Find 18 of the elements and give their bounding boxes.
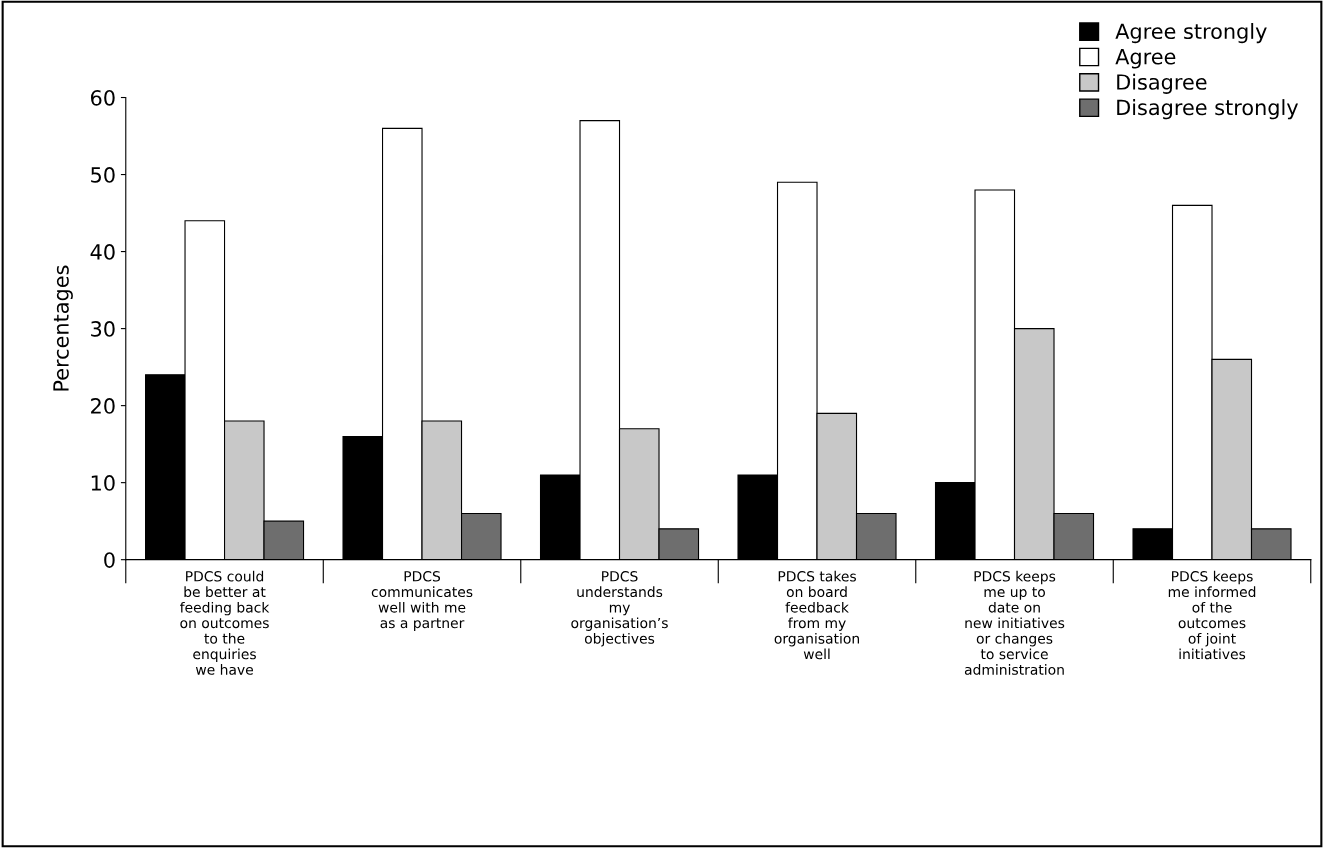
x-tick-label: PDCS keeps me up to date on new initiatives or changes to service administration <box>964 570 1065 675</box>
x-tick-label: PDCS takes on board feedback from my organisation well <box>774 570 859 660</box>
y-tick-label: 60 <box>91 89 115 106</box>
y-axis-title: Percentages <box>53 265 73 391</box>
x-tick-label: PDCS keeps me informed of the outcomes of joint initiatives <box>1168 570 1256 660</box>
legend-label: Disagree <box>1117 73 1207 94</box>
y-tick-label: 20 <box>91 398 115 414</box>
legend-label: Disagree strongly <box>1117 99 1299 120</box>
x-tick-label: PDCS communicates well with me as a partner <box>371 571 473 631</box>
legend-label: Agree strongly <box>1115 22 1267 44</box>
x-tick-label: PDCS could be better at feeding back on outcomes to the enquiries we have <box>180 570 270 675</box>
y-tick-label: 40 <box>90 244 115 260</box>
y-tick-label: 30 <box>91 321 115 337</box>
y-tick-label: 0 <box>104 552 115 568</box>
x-tick-label: PDCS understands my organisation’s objectives <box>571 571 668 647</box>
y-tick-label: 10 <box>91 475 115 491</box>
y-tick-label: 50 <box>91 167 115 183</box>
legend-label: Agree <box>1115 49 1176 69</box>
